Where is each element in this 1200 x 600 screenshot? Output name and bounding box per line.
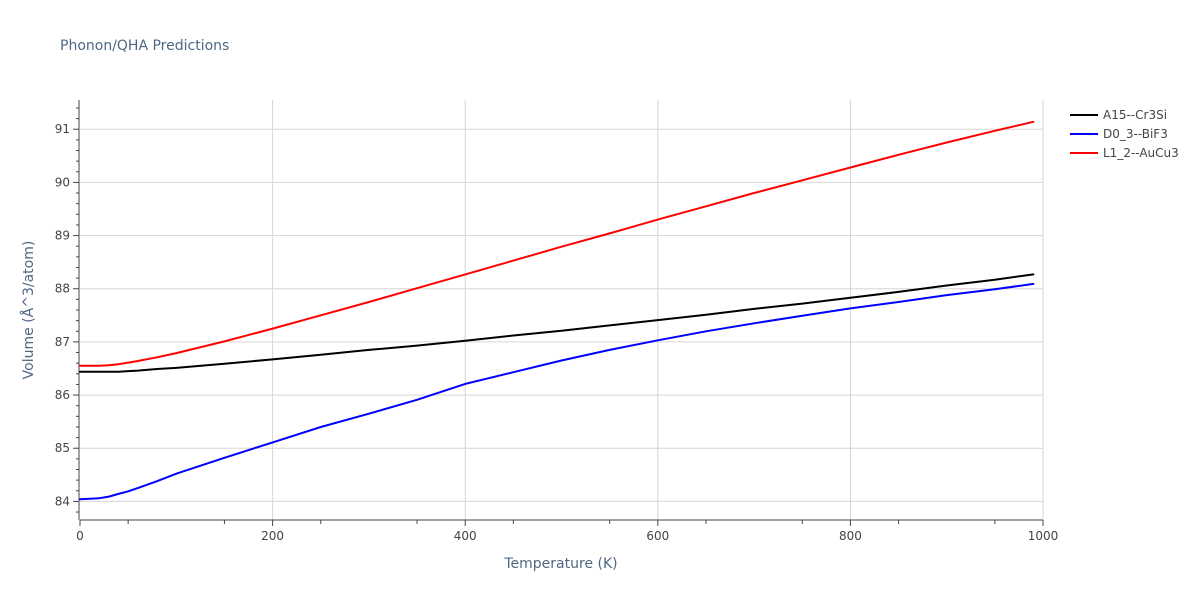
legend-label: D0_3--BiF3 xyxy=(1103,127,1168,141)
x-tick-label: 0 xyxy=(76,529,84,543)
y-axis-title: Volume (Å^3/atom) xyxy=(20,241,37,380)
y-tick-label: 88 xyxy=(55,282,70,296)
x-axis-title: Temperature (K) xyxy=(503,556,617,572)
axes xyxy=(78,100,1043,521)
y-tick-label: 91 xyxy=(55,122,70,136)
x-tick-label: 1000 xyxy=(1028,529,1059,543)
y-axis-ticks: 84 85 86 87 88 89 90 91 xyxy=(55,107,79,513)
chart-title: Phonon/QHA Predictions xyxy=(60,38,229,54)
x-tick-label: 200 xyxy=(261,529,284,543)
legend-item[interactable]: A15--Cr3Si xyxy=(1070,108,1167,122)
legend-label: L1_2--AuCu3 xyxy=(1103,146,1179,160)
x-tick-label: 600 xyxy=(646,529,669,543)
y-tick-label: 85 xyxy=(55,441,70,455)
legend[interactable]: A15--Cr3Si D0_3--BiF3 L1_2--AuCu3 xyxy=(1070,108,1179,160)
series-line-l1-2-aucu3[interactable] xyxy=(79,120,1035,367)
x-tick-label: 400 xyxy=(454,529,477,543)
y-tick-label: 87 xyxy=(55,335,70,349)
legend-label: A15--Cr3Si xyxy=(1103,108,1167,122)
x-tick-label: 800 xyxy=(839,529,862,543)
x-axis-ticks: 0 200 400 600 800 1000 xyxy=(76,520,1058,543)
series-lines xyxy=(79,120,1035,501)
series-line-a15-cr3si[interactable] xyxy=(79,273,1035,373)
y-tick-label: 86 xyxy=(55,388,70,402)
y-tick-label: 90 xyxy=(55,175,70,189)
y-tick-label: 84 xyxy=(55,494,70,508)
y-tick-label: 89 xyxy=(55,229,70,243)
grid xyxy=(80,100,1044,520)
legend-item[interactable]: D0_3--BiF3 xyxy=(1070,127,1168,141)
series-line-d0-3-bif3[interactable] xyxy=(79,282,1035,501)
legend-item[interactable]: L1_2--AuCu3 xyxy=(1070,146,1179,160)
